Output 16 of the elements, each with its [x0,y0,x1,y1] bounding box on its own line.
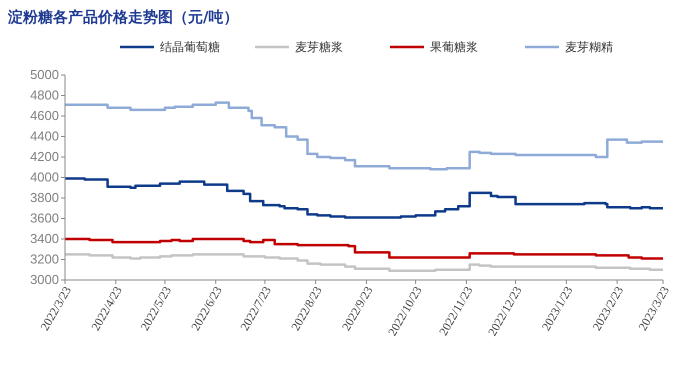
legend-label: 果葡糖浆 [430,40,478,54]
y-tick-label: 4200 [30,149,59,164]
legend-label: 麦芽糊精 [565,40,613,54]
y-tick-label: 3600 [30,210,59,226]
y-tick-label: 3000 [30,272,59,287]
y-tick-label: 4600 [30,108,59,123]
chart-title: 淀粉糖各产品价格走势图（元/吨） [7,8,238,26]
y-tick-label: 3800 [30,190,59,205]
legend-label: 麦芽糖浆 [295,40,343,54]
y-tick-label: 3200 [30,252,59,266]
y-tick-label: 3400 [30,231,59,246]
y-tick-label: 4800 [30,88,59,102]
y-tick-label: 5000 [30,67,59,82]
y-tick-label: 4000 [30,170,59,184]
y-tick-label: 4400 [30,128,59,144]
legend-label: 结晶葡萄糖 [160,40,220,54]
